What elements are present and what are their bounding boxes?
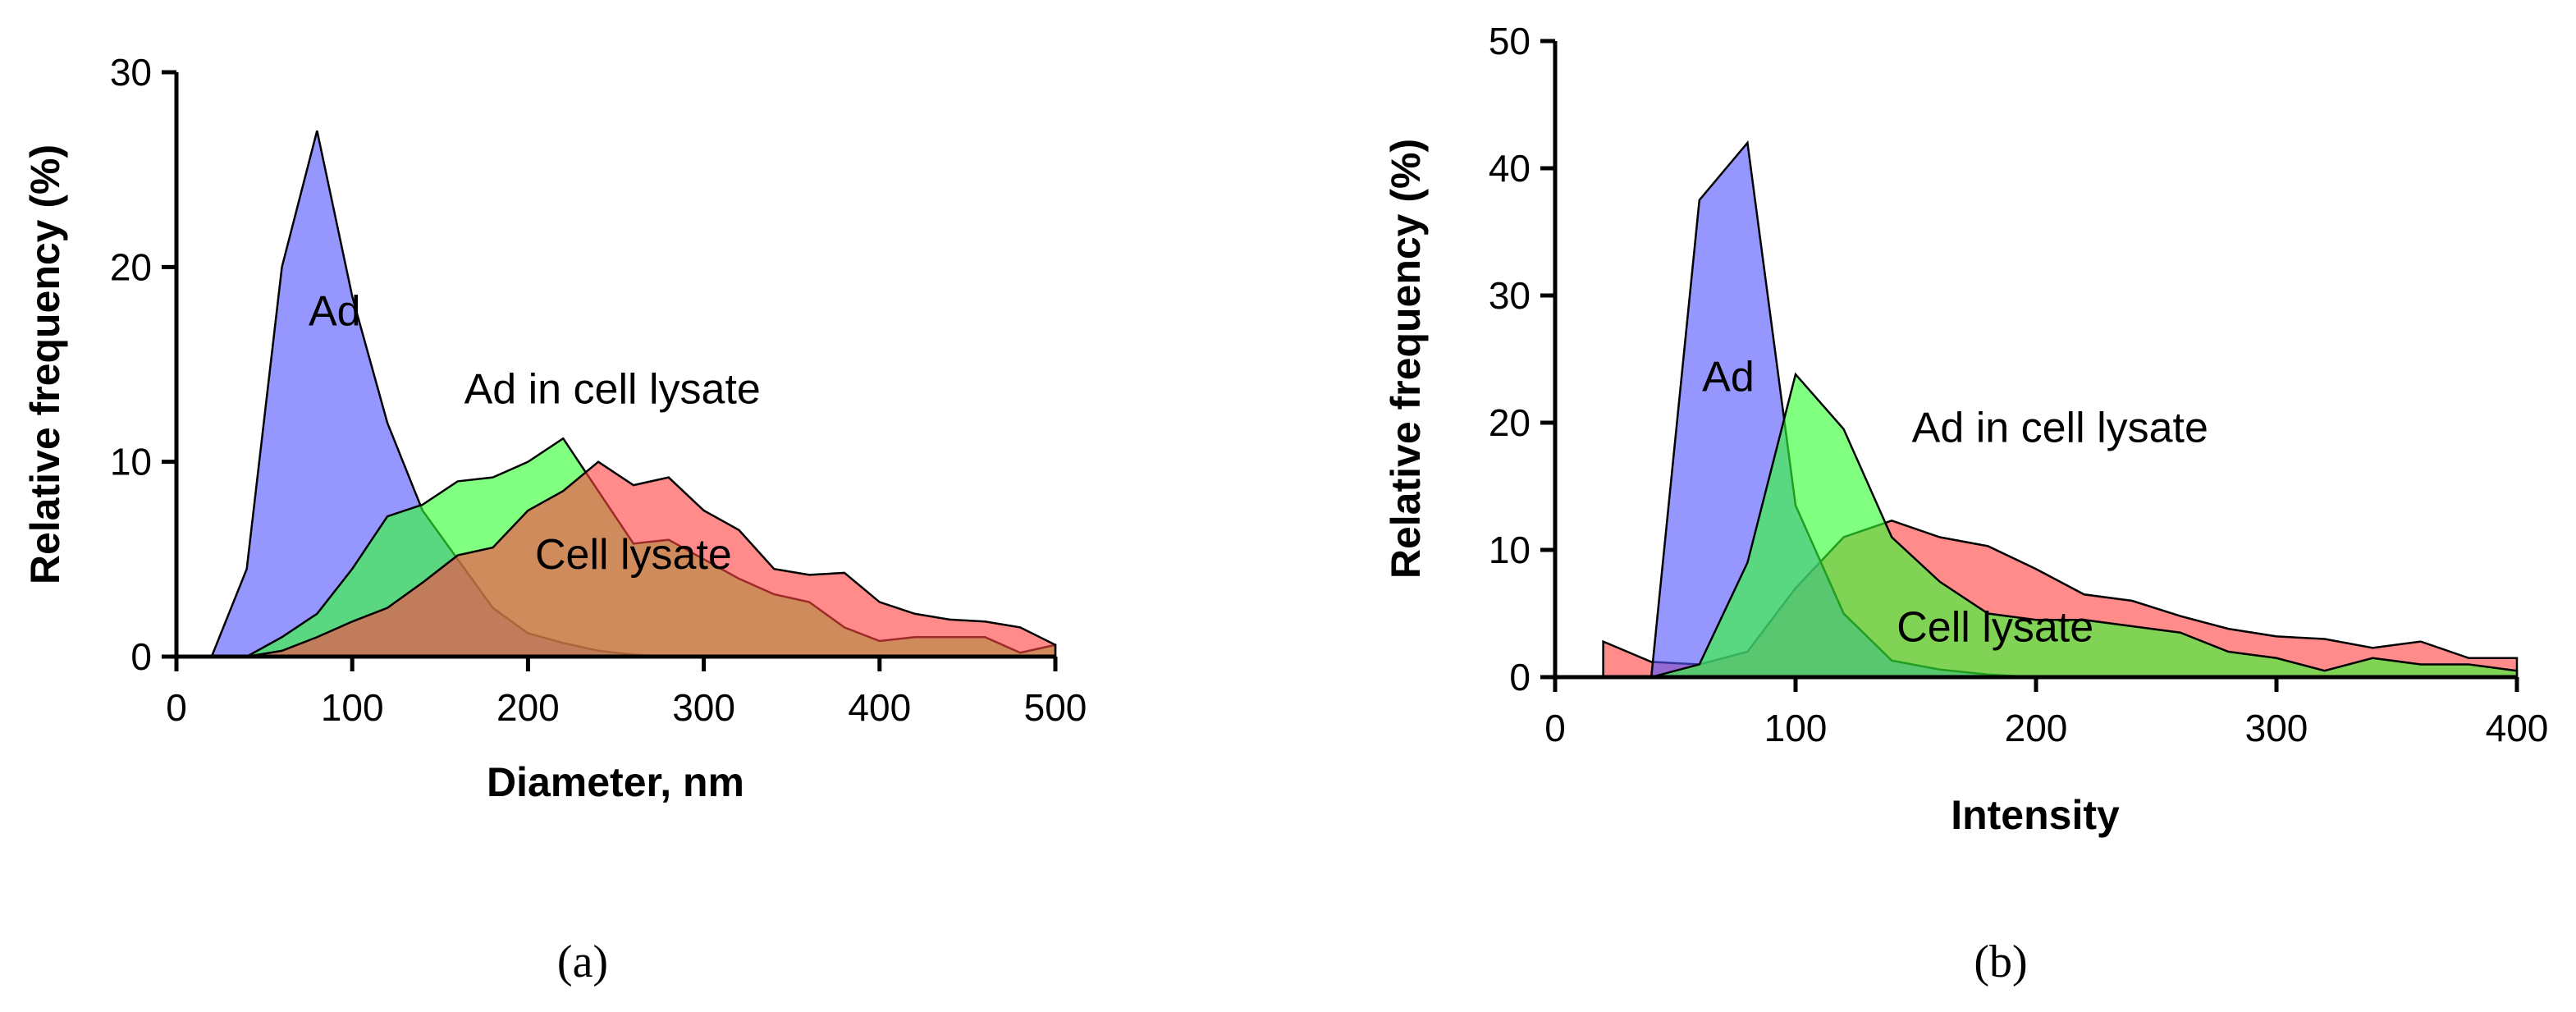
chart1-x-tick-label: 300 [672,686,735,729]
panel-b: 0 100 200 300 400 0 10 20 30 40 50 Intensity Relativ… [1383,20,2548,987]
chart2-x-tick-label: 400 [2486,707,2549,749]
chart1-x-axis-title: Diameter, nm [487,759,744,805]
chart2-label-ad-in-cell-lysate: Ad in cell lysate [1912,404,2208,451]
chart1-y-tick-label: 20 [110,245,152,288]
chart1-y-tick-label: 10 [110,441,152,483]
chart1-y-axis-title: Relative frequency (%) [22,144,68,584]
chart2-x-tick-label: 0 [1544,707,1566,749]
chart1-label-ad: Ad [309,288,361,336]
chart1-x-tick-label: 0 [166,686,187,729]
chart1-y-tick-label: 30 [110,51,152,94]
chart1-label-ad-in-cell-lysate: Ad in cell lysate [464,365,761,413]
chart2-y-tick-label: 30 [1489,274,1531,317]
chart2-y-tick-label: 50 [1489,20,1531,62]
chart1-caption: (a) [557,936,608,987]
chart1-series-cell-lysate-area [246,460,1057,658]
chart2-caption: (b) [1974,936,2027,987]
chart2-x-tick-label: 300 [2245,707,2308,749]
chart2-x-axis-title: Intensity [1951,792,2120,838]
chart1-x-tick-label: 200 [496,686,560,729]
chart2-label-ad: Ad [1702,353,1755,401]
chart2-x-tick-label: 200 [2005,707,2068,749]
chart2-series-ad-in-cell-lysate-area [1650,372,2519,679]
panel-a: 0 100 200 300 400 500 0 10 20 30 Diameter, nm Relat… [22,51,1087,987]
chart2-y-tick-label: 0 [1509,656,1531,698]
chart2-y-tick-label: 40 [1489,147,1531,190]
chart2-y-axis-title: Relative frequency (%) [1383,139,1429,579]
chart2-y-tick-label: 10 [1489,529,1531,571]
chart1-x-tick-label: 400 [848,686,911,729]
chart2-x-tick-label: 100 [1764,707,1828,749]
chart2-label-cell-lysate: Cell lysate [1897,604,2093,652]
chart1-x-tick-label: 500 [1024,686,1087,729]
chart2-y-tick-label: 20 [1489,401,1531,444]
chart1-y-tick-label: 0 [130,635,152,678]
chart1-label-cell-lysate: Cell lysate [535,531,732,579]
chart1-x-tick-label: 100 [321,686,384,729]
